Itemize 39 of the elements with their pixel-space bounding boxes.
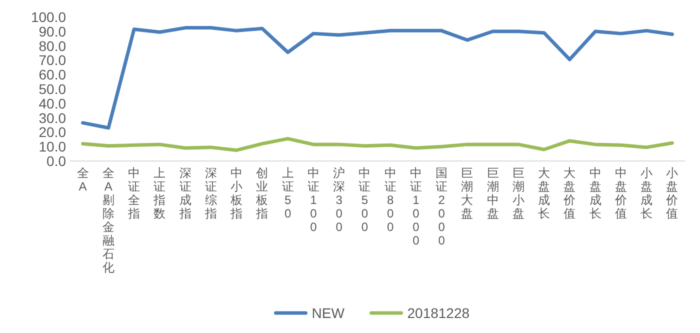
y-tick-label: 50.0 [38, 81, 66, 97]
x-tick-label: 巨潮中盘 [486, 166, 499, 220]
y-tick-label: 40.0 [38, 95, 66, 112]
x-tick-label: 深证成指 [178, 166, 192, 220]
y-tick-label: 60.0 [38, 66, 66, 83]
x-tick-label: 中证全指 [127, 166, 140, 220]
x-tick-label: 上证50 [282, 166, 294, 220]
x-tick-label: 全A [76, 166, 89, 194]
y-tick-label: 80.0 [38, 38, 66, 54]
legend-label: 20181228 [407, 305, 470, 321]
x-tick-label: 中小板指 [230, 166, 243, 220]
x-tick-label: 大盘价值 [562, 166, 576, 220]
y-tick-label: 90.0 [38, 23, 66, 40]
y-tick-label: 100.0 [30, 9, 66, 25]
x-tick-label: 创业板指 [255, 166, 268, 220]
y-tick-label: 30.0 [38, 110, 66, 126]
x-tick-label: 中证1000 [410, 166, 422, 248]
x-tick-label: 中证800 [384, 166, 396, 234]
line-series [81, 136, 674, 152]
x-tick-label: 深证综指 [204, 166, 217, 220]
x-tick-label: 中证500 [358, 166, 371, 234]
x-tick-label: 中证100 [307, 166, 320, 234]
y-tick-label: 0.0 [46, 153, 66, 169]
y-tick-label: 10.0 [38, 138, 66, 155]
y-tick-label: 70.0 [38, 52, 66, 68]
x-tick-label: 上证指数 [152, 166, 166, 220]
x-tick-label: 沪深300 [333, 166, 346, 234]
x-tick-label: 小盘成长 [640, 166, 653, 220]
legend-label: NEW [312, 305, 346, 321]
y-tick-label: 20.0 [38, 124, 66, 140]
x-tick-label: 巨潮小盘 [512, 166, 524, 220]
line-series [81, 26, 674, 130]
x-tick-label: 大盘成长 [538, 166, 550, 220]
x-tick-label: 全A剔除金融石化 [102, 166, 114, 274]
x-tick-label: 小盘价值 [665, 166, 678, 220]
x-tick-label: 中盘成长 [589, 166, 602, 220]
x-tick-label: 巨潮大盘 [461, 166, 474, 220]
x-tick-label: 国证2000 [436, 166, 448, 248]
x-tick-label: 中盘价值 [614, 166, 627, 220]
